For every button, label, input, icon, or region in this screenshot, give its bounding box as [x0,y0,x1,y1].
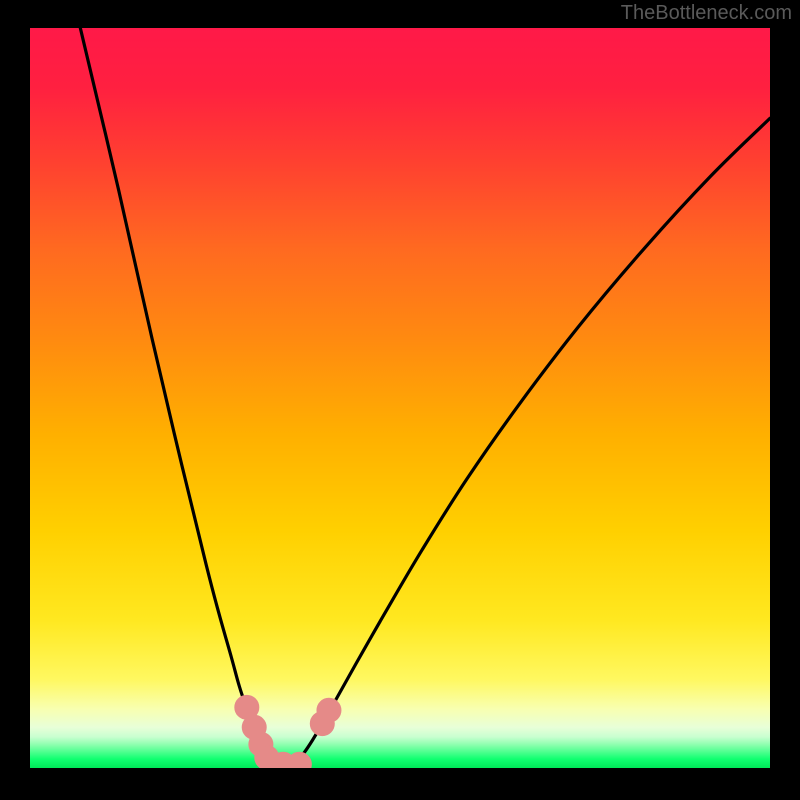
highlight-markers [30,28,770,768]
attribution-label: TheBottleneck.com [621,2,792,25]
highlight-marker [317,698,341,722]
plot-frame [30,28,770,768]
